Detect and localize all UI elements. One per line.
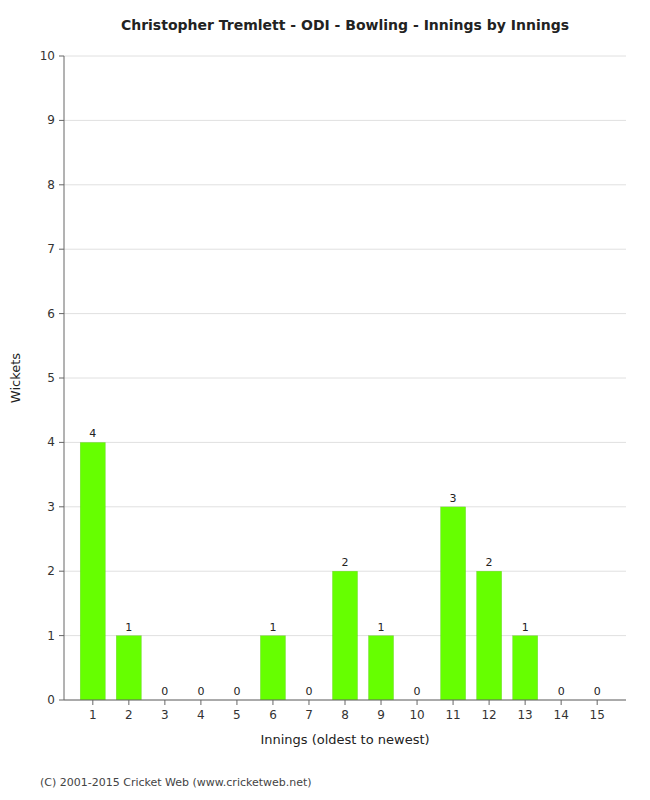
tick-label: 9 — [47, 113, 55, 127]
tick-mark — [345, 700, 346, 705]
tick-label: 3 — [47, 500, 55, 514]
grid-line — [64, 120, 626, 121]
tick-mark — [59, 249, 64, 250]
tick-mark — [59, 378, 64, 379]
grid-line — [64, 249, 626, 250]
tick-mark — [525, 700, 526, 705]
tick-label: 8 — [47, 178, 55, 192]
data-label: 2 — [486, 556, 493, 569]
bar — [116, 636, 141, 700]
grid-line — [64, 506, 626, 507]
tick-mark — [59, 700, 64, 701]
tick-label: 8 — [341, 708, 349, 722]
tick-mark — [164, 700, 165, 705]
x-axis: 123456789101112131415 — [89, 700, 605, 722]
bar — [332, 571, 357, 700]
bar — [368, 636, 393, 700]
grid-line — [64, 378, 626, 379]
tick-mark — [272, 700, 273, 705]
tick-label: 1 — [47, 629, 55, 643]
data-label: 2 — [342, 556, 349, 569]
tick-label: 13 — [517, 708, 532, 722]
grid-line — [64, 313, 626, 314]
grid — [64, 56, 626, 700]
data-label: 1 — [269, 621, 276, 634]
tick-mark — [92, 700, 93, 705]
tick-mark — [59, 635, 64, 636]
tick-label: 1 — [89, 708, 97, 722]
tick-mark — [453, 700, 454, 705]
bars — [80, 442, 538, 700]
tick-mark — [59, 442, 64, 443]
tick-label: 7 — [305, 708, 313, 722]
tick-mark — [59, 120, 64, 121]
tick-label: 4 — [197, 708, 205, 722]
tick-label: 6 — [269, 708, 277, 722]
grid-line — [64, 184, 626, 185]
data-label: 0 — [233, 685, 240, 698]
chart-container: 0123456789104100010210321001234567891011… — [0, 0, 650, 800]
grid-line — [64, 56, 626, 57]
title: Christopher Tremlett - ODI - Bowling - I… — [121, 17, 569, 33]
tick-mark — [489, 700, 490, 705]
data-label: 0 — [558, 685, 565, 698]
tick-label: 4 — [47, 435, 55, 449]
data-label: 1 — [378, 621, 385, 634]
x-axis-title: Innings (oldest to newest) — [260, 732, 429, 747]
tick-label: 10 — [40, 49, 55, 63]
tick-mark — [236, 700, 237, 705]
data-label: 3 — [450, 492, 457, 505]
tick-label: 5 — [47, 371, 55, 385]
chart: 0123456789104100010210321001234567891011… — [0, 0, 650, 800]
tick-mark — [561, 700, 562, 705]
tick-label: 10 — [409, 708, 424, 722]
data-label: 0 — [197, 685, 204, 698]
tick-label: 15 — [590, 708, 605, 722]
tick-label: 9 — [377, 708, 385, 722]
data-label: 1 — [125, 621, 132, 634]
y-axis: 0 1 2 3 4 5 6 7 8 9 10 — [40, 49, 64, 707]
tick-label: 7 — [47, 242, 55, 256]
tick-label: 14 — [554, 708, 569, 722]
tick-mark — [308, 700, 309, 705]
tick-mark — [128, 700, 129, 705]
tick-label: 2 — [125, 708, 133, 722]
tick-label: 11 — [445, 708, 460, 722]
tick-mark — [200, 700, 201, 705]
grid-line — [64, 442, 626, 443]
data-label: 0 — [594, 685, 601, 698]
bar — [513, 636, 538, 700]
tick-mark — [59, 184, 64, 185]
tick-mark — [381, 700, 382, 705]
tick-mark — [59, 506, 64, 507]
y-axis-line — [64, 56, 65, 700]
tick-label: 2 — [47, 564, 55, 578]
tick-mark — [417, 700, 418, 705]
tick-label: 12 — [481, 708, 496, 722]
data-label: 0 — [305, 685, 312, 698]
data-label: 4 — [89, 427, 96, 440]
tick-mark — [59, 313, 64, 314]
tick-mark — [597, 700, 598, 705]
tick-label: 6 — [47, 307, 55, 321]
bar — [80, 442, 105, 700]
bar — [440, 507, 465, 700]
bar — [260, 636, 285, 700]
tick-label: 5 — [233, 708, 241, 722]
bar — [476, 571, 501, 700]
footer: (C) 2001-2015 Cricket Web (www.cricketwe… — [40, 776, 312, 789]
data-labels: 4 1 0 0 0 1 0 2 1 0 3 2 1 0 0 — [89, 427, 600, 698]
tick-mark — [59, 571, 64, 572]
y-axis-title: Wickets — [8, 353, 23, 403]
tick-label: 3 — [161, 708, 169, 722]
data-label: 1 — [522, 621, 529, 634]
data-label: 0 — [414, 685, 421, 698]
tick-label: 0 — [47, 693, 55, 707]
tick-mark — [59, 56, 64, 57]
data-label: 0 — [161, 685, 168, 698]
